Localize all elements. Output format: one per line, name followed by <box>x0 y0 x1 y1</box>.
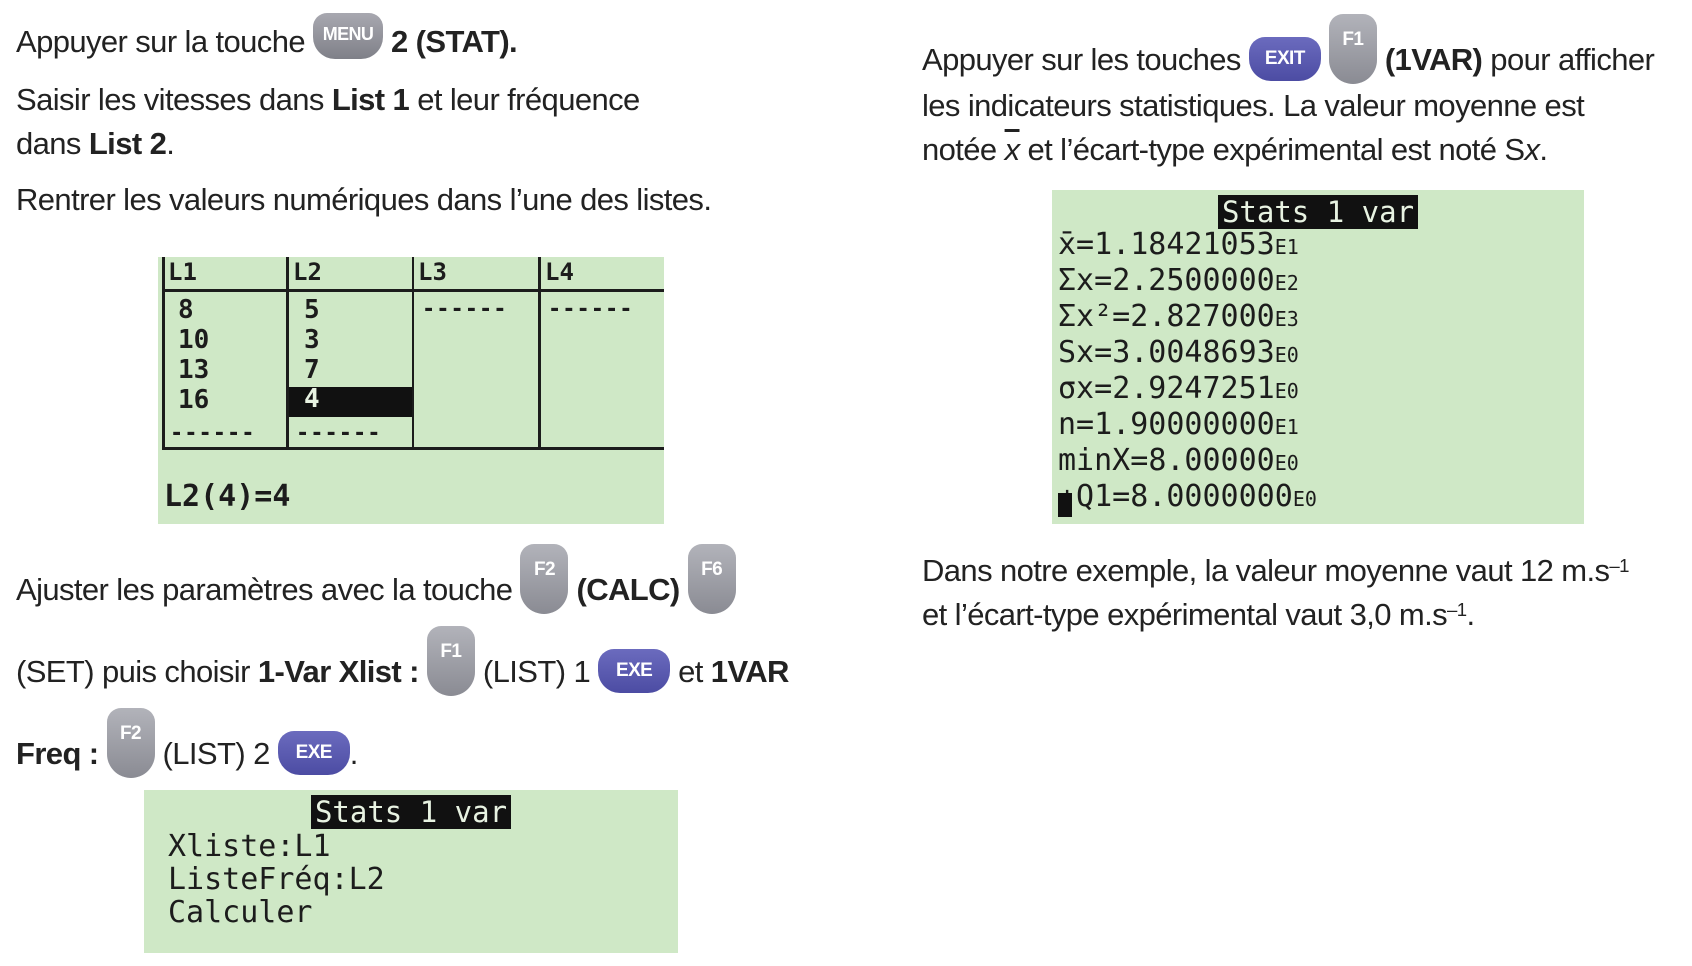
instruction-menu-stat: Appuyer sur la touche MENU 2 (STAT). <box>16 12 518 64</box>
settings-title: Stats 1 var <box>310 795 512 829</box>
list-editor-screen: L1 L2 L3 L4 8 10 13 16 5 3 7 4 ------ --… <box>158 257 664 524</box>
list2-cell: 7 <box>304 355 320 385</box>
result-count: n=1.90000000E1 <box>1058 407 1299 442</box>
results-lines: x̄=1.18421053E1 Σx=2.2500000E2 Σx²=2.827… <box>1058 228 1317 516</box>
instruction-enter-lists: Saisir les vitesses dans List 1 et leur … <box>16 82 640 161</box>
list-status-line: L2(4)=4 <box>164 479 291 514</box>
instruction-exit-1var: Appuyer sur les touches EXIT F1 (1VAR) p… <box>922 13 1655 84</box>
f2-key-icon: F2 <box>520 543 569 614</box>
settings-line-xlist: Xliste:L1 <box>168 829 331 864</box>
result-q1: ↓Q1=8.0000000E0 <box>1058 479 1317 514</box>
exe-key-icon: EXE <box>598 648 671 693</box>
stats-settings-screen: Stats 1 var Xliste:L1 ListeFréq:L2 Calcu… <box>144 790 678 953</box>
result-sum-squares: Σx²=2.827000E3 <box>1058 299 1299 334</box>
f2-key-icon: F2 <box>106 707 155 778</box>
col-header-l4: L4 <box>545 258 574 286</box>
instruction-calc: Ajuster les paramètres avec la touche F2… <box>16 543 736 614</box>
f1-key-icon: F1 <box>426 625 475 696</box>
f1-key-icon: F1 <box>1328 13 1377 84</box>
list2-end-marker: ------ <box>296 421 382 446</box>
list2-cell: 5 <box>304 295 320 325</box>
list1-cell: 8 <box>178 295 194 325</box>
result-pop-std: σx=2.9247251E0 <box>1058 371 1299 406</box>
exit-key-icon: EXIT <box>1248 36 1321 81</box>
instruction-enter-values: Rentrer les valeurs numériques dans l’un… <box>16 182 712 217</box>
list3-end-marker: ------ <box>422 297 508 322</box>
result-min: minX=8.00000E0 <box>1058 443 1299 478</box>
menu-key-icon: MENU <box>313 12 383 59</box>
stats-results-screen: Stats 1 var x̄=1.18421053E1 Σx=2.2500000… <box>1052 190 1584 524</box>
col-header-l3: L3 <box>418 258 447 286</box>
list2-selected-highlight <box>289 387 412 417</box>
result-sum: Σx=2.2500000E2 <box>1058 263 1299 298</box>
instruction-notation: notée x et l’écart-type expérimental est… <box>922 132 1548 167</box>
settings-line-calc: Calculer <box>168 895 313 930</box>
conclusion-std: et l’écart-type expérimental vaut 3,0 m.… <box>922 597 1475 632</box>
mean-symbol: x <box>1004 132 1021 167</box>
result-sample-std: Sx=3.0048693E0 <box>1058 335 1299 370</box>
settings-line-freq: ListeFréq:L2 <box>168 862 385 897</box>
result-mean: x̄=1.18421053E1 <box>1058 227 1299 262</box>
list1-cell: 13 <box>178 355 210 385</box>
exe-key-icon: EXE <box>277 730 350 775</box>
list1-end-marker: ------ <box>170 421 256 446</box>
instruction-freq: Freq : F2 (LIST) 2 EXE. <box>16 707 358 778</box>
f6-key-icon: F6 <box>687 543 736 614</box>
instruction-set-xlist: (SET) puis choisir 1-Var Xlist : F1 (LIS… <box>16 625 789 696</box>
list1-cell: 16 <box>178 385 210 415</box>
col-header-l1: L1 <box>168 258 197 286</box>
conclusion-mean: Dans notre exemple, la valeur moyenne va… <box>922 553 1630 588</box>
list1-cell: 10 <box>178 325 210 355</box>
list2-cell: 3 <box>304 325 320 355</box>
results-title: Stats 1 var <box>1217 195 1419 229</box>
cursor-block <box>1058 493 1072 517</box>
col-header-l2: L2 <box>293 258 322 286</box>
list4-end-marker: ------ <box>548 297 634 322</box>
instruction-indicators: les indicateurs statistiques. La valeur … <box>922 88 1585 123</box>
list2-cell-selected: 4 <box>304 384 320 414</box>
settings-lines: Xliste:L1 ListeFréq:L2 Calculer <box>168 830 385 929</box>
